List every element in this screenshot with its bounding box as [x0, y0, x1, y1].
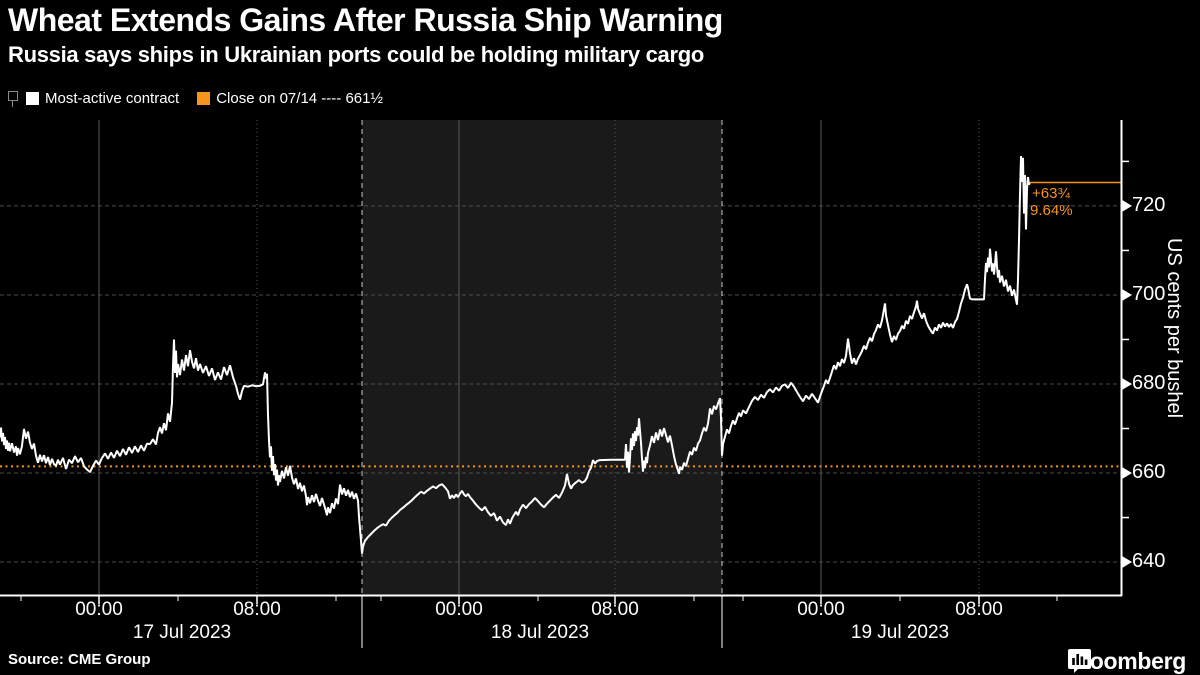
x-axis-time-label: 08:00 [955, 599, 1003, 620]
x-axis-time-label: 00:00 [797, 599, 845, 620]
annotation-pin-icon [8, 91, 18, 107]
y-axis-title: US cents per bushel [1163, 238, 1185, 419]
page-subtitle: Russia says ships in Ukrainian ports cou… [8, 42, 704, 67]
x-axis-time-label: 00:00 [75, 599, 123, 620]
y-axis-tick-label: 700 [1132, 282, 1166, 305]
y-axis-tick-label: 720 [1132, 193, 1166, 216]
page-title: Wheat Extends Gains After Russia Ship Wa… [8, 2, 723, 38]
y-axis-tick-label: 660 [1132, 461, 1166, 484]
legend: Most-active contract Close on 07/14 ----… [8, 89, 395, 107]
last-change-pct-annotation: 9.64% [1030, 201, 1073, 219]
x-axis-time-label: 00:00 [435, 599, 483, 620]
close-line-swatch-icon [197, 91, 211, 105]
y-axis-tick-label: 640 [1132, 550, 1166, 573]
x-axis-date-label: 19 Jul 2023 [850, 622, 950, 643]
source-note: Source: CME Group [8, 651, 151, 668]
series-swatch-icon [26, 91, 39, 105]
y-axis-tick-label: 680 [1132, 371, 1166, 394]
x-axis-date-label: 18 Jul 2023 [490, 622, 590, 643]
x-axis-time-label: 08:00 [233, 599, 281, 620]
legend-series-label: Most-active contract [45, 89, 180, 107]
bloomberg-logo: Bloomberg [1067, 648, 1186, 675]
x-axis-date-label: 17 Jul 2023 [132, 622, 232, 643]
x-axis-time-label: 08:00 [591, 599, 639, 620]
last-change-annotation: +63¾ [1032, 184, 1070, 202]
legend-close-label: Close on 07/14 ---- 661½ [216, 89, 383, 107]
bloomberg-terminal-icon [1068, 649, 1092, 673]
